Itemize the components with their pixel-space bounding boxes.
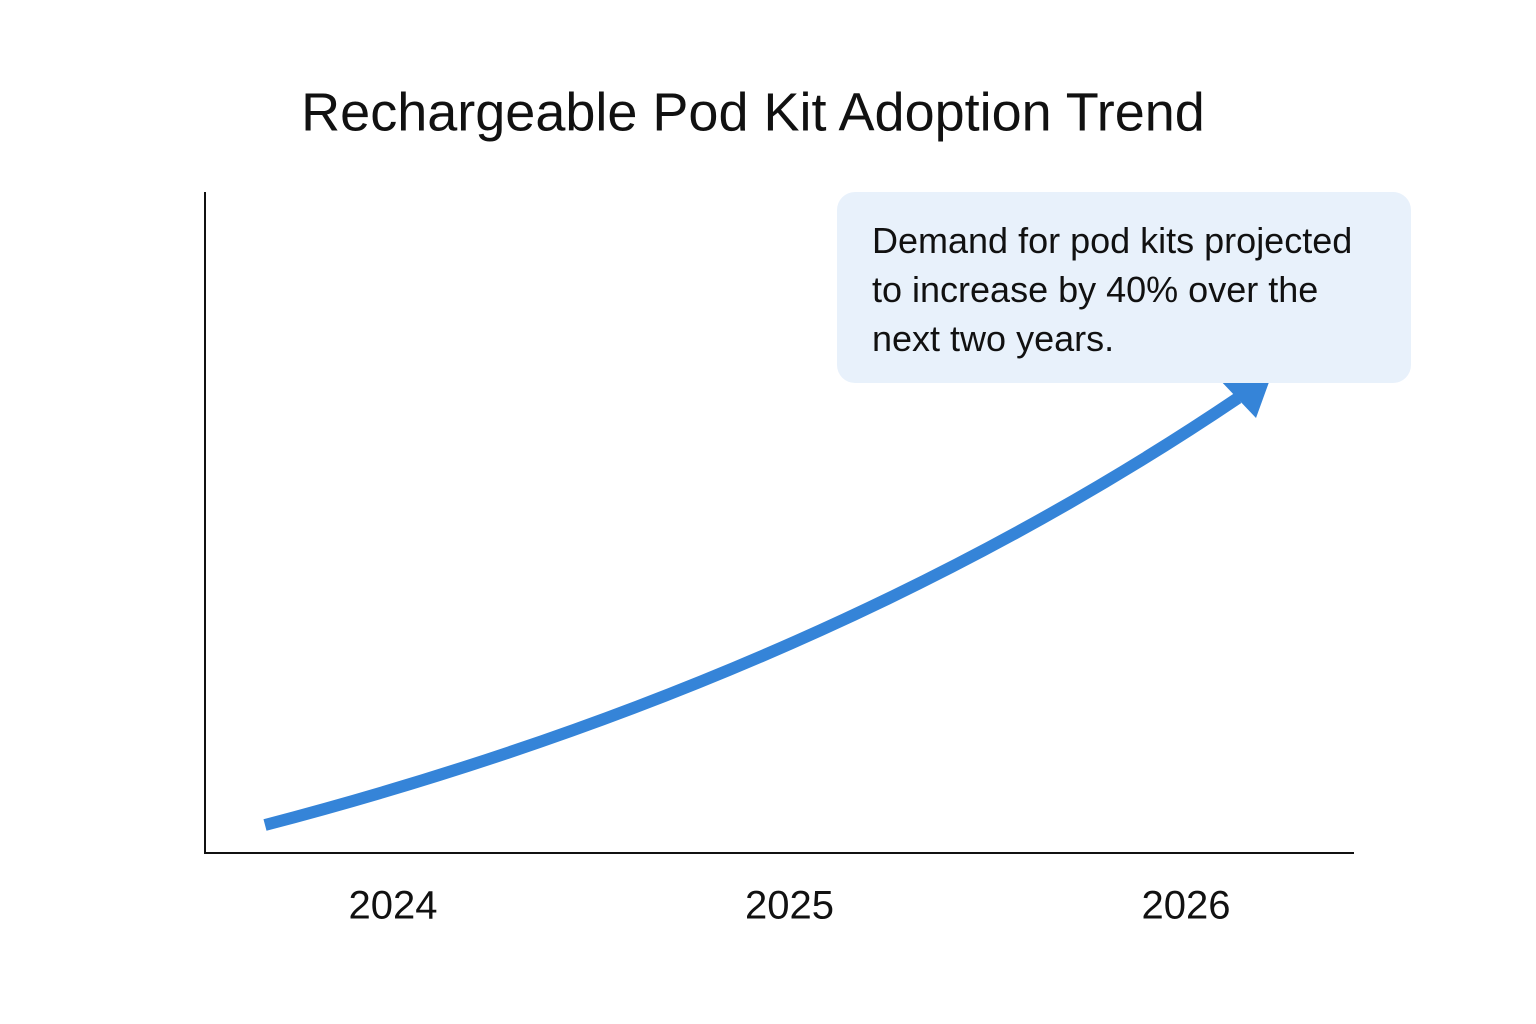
x-tick-label: 2026 (1142, 884, 1231, 928)
x-tick-label: 2024 (349, 884, 438, 928)
chart-title: Rechargeable Pod Kit Adoption Trend (301, 82, 1205, 142)
x-tick-label: 2025 (745, 884, 834, 928)
trend-arrow (263, 393, 1242, 831)
annotation: Demand for pod kits projected to increas… (837, 192, 1411, 383)
